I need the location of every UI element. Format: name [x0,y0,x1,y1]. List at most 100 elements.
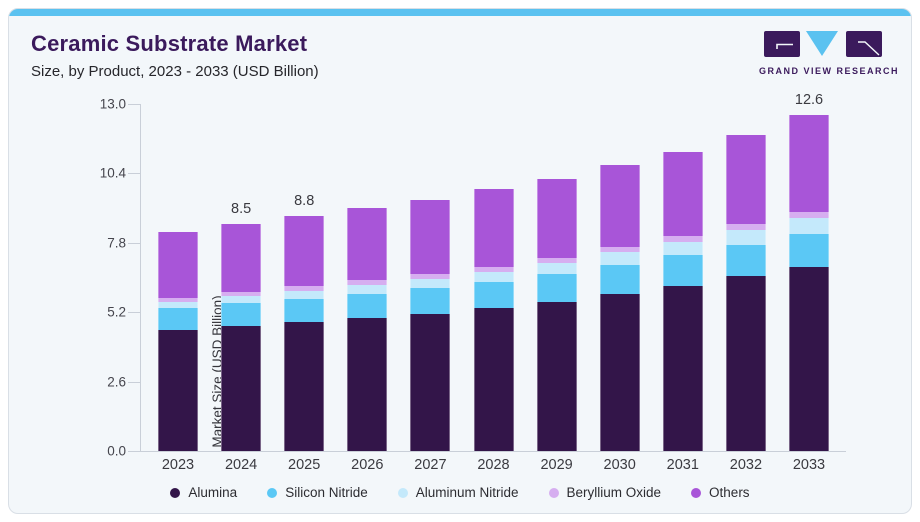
legend-item-silicon-nitride: Silicon Nitride [267,485,368,500]
bar-segment-others [662,152,703,237]
top-accent-bar [9,9,911,16]
bar-segment-alumina [536,301,577,451]
legend-label-aluminum-nitride: Aluminum Nitride [415,485,519,500]
bar-segment-silicon-nitride [410,288,451,314]
x-tick-label: 2023 [161,457,195,473]
x-tick-label: 2029 [540,457,573,473]
bar-segment-others [410,200,451,275]
bar-segment-silicon-nitride [284,298,325,322]
bar-segment-silicon-nitride [536,274,577,302]
x-tick-label: 2025 [288,457,321,473]
bar-segment-others [599,165,640,248]
chart-header: Ceramic Substrate Market Size, by Produc… [31,31,319,80]
bar-segment-others [473,189,514,267]
bar-segment-aluminum-nitride [662,242,703,256]
bar-segment-others [221,224,262,292]
bar-segment-others [725,134,766,225]
bar-segment-alumina [473,308,514,451]
bar-segment-aluminum-nitride [536,262,577,275]
bar-segment-beryllium-oxide [662,236,703,242]
x-tick-label: 2030 [603,457,636,473]
bar-2023 [158,104,198,451]
y-axis-tick [128,104,140,105]
bar-segment-beryllium-oxide [599,247,640,253]
bar-segment-aluminum-nitride [284,290,325,299]
bar-segment-alumina [725,276,766,451]
page-subtitle: Size, by Product, 2023 - 2033 (USD Billi… [31,63,319,80]
bar-2032 [725,104,766,451]
y-axis-tick [128,451,140,452]
bar-segment-alumina [284,321,325,451]
bar-segment-alumina [347,317,388,451]
y-tick-label: 5.2 [107,304,126,320]
bar-segment-aluminum-nitride [473,271,514,283]
bar-segment-beryllium-oxide [284,286,325,291]
bar-total-label: 8.8 [294,193,315,210]
bar-segment-aluminum-nitride [347,284,388,294]
legend-label-silicon-nitride: Silicon Nitride [285,485,368,500]
bar-segment-silicon-nitride [347,293,388,318]
y-tick-label: 2.6 [107,374,126,390]
chart-card: Ceramic Substrate Market Size, by Produc… [8,8,912,514]
y-tick-label: 10.4 [99,165,126,181]
y-tick-label: 0.0 [107,443,126,459]
bar-segment-alumina [410,313,451,451]
legend-item-beryllium-oxide: Beryllium Oxide [548,485,662,500]
legend-label-alumina: Alumina [188,485,238,500]
y-axis-tick [128,381,140,383]
bar-segment-silicon-nitride [221,303,262,326]
bar-segment-alumina [158,329,198,451]
x-tick-label: 2032 [729,457,763,473]
x-tick-label: 2028 [477,457,510,473]
legend-dot-aluminum-nitride [397,487,408,498]
x-tick-label: 2024 [224,457,258,473]
legend-item-others: Others [691,485,750,500]
bar-segment-aluminum-nitride [158,301,198,309]
y-tick-label: 13.0 [99,96,126,112]
x-tick-label: 2033 [792,457,826,473]
legend-item-aluminum-nitride: Aluminum Nitride [397,485,519,500]
bar-segment-beryllium-oxide [347,280,388,285]
legend-label-beryllium-oxide: Beryllium Oxide [566,485,662,500]
bar-segment-others [789,114,829,213]
bar-total-label: 12.6 [794,91,824,108]
y-axis-tick [128,242,140,244]
bar-2029 [536,104,577,451]
bar-2024: 8.5 [221,104,262,451]
bar-segment-silicon-nitride [725,244,766,277]
bar-segment-beryllium-oxide [725,224,766,231]
bar-segment-others [536,178,577,258]
plot-area: Market Size (USD Billion) 0.0 2.6 5.2 7.8 10… [100,92,846,473]
y-axis-tick [128,173,140,175]
bar-segment-alumina [221,325,262,451]
brand-logo-marks [764,31,882,57]
bar-2028 [473,104,514,451]
x-tick-label: 2027 [414,457,447,473]
bar-segment-alumina [662,285,703,451]
bar-total-label: 8.5 [231,201,252,218]
bar-segment-beryllium-oxide [473,266,514,272]
bar-segment-aluminum-nitride [410,278,451,289]
bar-2030 [599,104,640,451]
legend: Alumina Silicon Nitride Aluminum Nitride Be… [9,485,911,500]
bar-2025: 8.8 [284,104,325,451]
bar-segment-alumina [599,293,640,451]
bar-segment-others [284,216,325,287]
bar-segment-aluminum-nitride [725,230,766,245]
x-tick-label: 2031 [666,457,699,473]
brand-logo: GRAND VIEW RESEARCH [759,31,898,76]
legend-dot-silicon-nitride [267,487,278,498]
bar-segment-silicon-nitride [662,255,703,286]
x-tick-label: 2026 [351,457,384,473]
bar-2031 [662,104,703,451]
legend-dot-alumina [170,487,181,498]
bar-2027 [410,104,451,451]
bar-segment-silicon-nitride [158,308,198,330]
y-axis-tick [128,312,140,314]
bar-segment-aluminum-nitride [599,252,640,265]
bar-segment-beryllium-oxide [221,291,262,297]
legend-label-others: Others [709,485,750,500]
bar-segment-silicon-nitride [599,264,640,294]
bar-segment-others [158,232,198,298]
